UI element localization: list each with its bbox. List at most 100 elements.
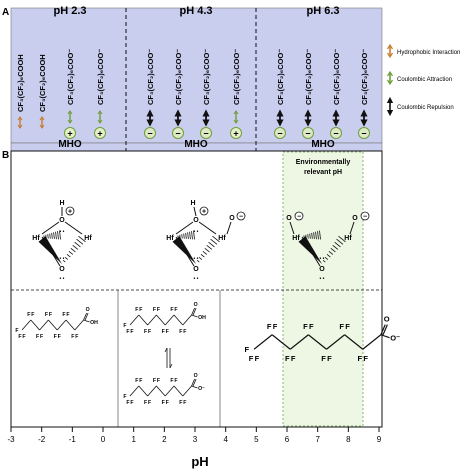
bond — [380, 324, 386, 335]
fluorine-atom: F — [123, 394, 126, 400]
fluorine-atom: F — [170, 378, 173, 384]
bond — [48, 319, 58, 331]
env-label-line-1: Environmentally — [296, 159, 351, 166]
negative-charge-icon — [172, 127, 184, 139]
acid-group: OH — [198, 315, 206, 321]
negative-charge-icon — [358, 127, 370, 139]
hf-atom: Hf — [84, 235, 92, 242]
negative-charge-icon — [274, 127, 286, 139]
panel-a-label: A — [2, 7, 9, 18]
fluorine-atom: F — [179, 329, 182, 335]
fluorine-atom: F — [273, 322, 278, 331]
bond — [129, 314, 140, 326]
x-axis-label: pH — [191, 454, 208, 469]
x-tick-label: 5 — [254, 435, 259, 444]
fluorine-atom: F — [130, 329, 133, 335]
x-tick-label: 9 — [377, 435, 382, 444]
bond — [326, 334, 345, 350]
fluorine-atom: F — [244, 345, 249, 354]
fluorine-atom: F — [162, 400, 165, 406]
positive-charge-icon — [64, 127, 76, 139]
bond — [191, 314, 198, 318]
negative-charge-icon — [360, 211, 370, 221]
bond — [173, 385, 184, 397]
surface-structures: Hf HfO• •• •OH+• •Hf HfO• •• •OH+• •O −Hf Hf… — [32, 200, 370, 282]
hf-atom: Hf — [344, 235, 352, 242]
fluorine-atom: F — [267, 322, 272, 331]
negative-charge-icon — [236, 211, 246, 221]
bond — [56, 319, 67, 331]
bond — [30, 319, 40, 331]
hydroxyl-oxygen: O — [193, 217, 199, 224]
fluorine-atom: F — [153, 307, 156, 313]
fluorine-atom: F — [303, 322, 308, 331]
acid-group: OH — [90, 320, 98, 326]
charge-symbol: + — [68, 209, 72, 216]
hf-atom: Hf — [218, 235, 226, 242]
hash-bond — [68, 250, 74, 255]
charge-symbol: − — [175, 129, 180, 139]
lone-pair: • • — [194, 229, 199, 235]
molecule-column: CF₃(CF₂)₆COO⁻ + — [64, 49, 76, 139]
hf-surface-structure: Hf HfO• •• •OH+• •O − — [166, 200, 246, 282]
arrowhead-icon — [233, 110, 239, 124]
lone-pair: • • — [60, 256, 65, 262]
fluorine-atom: F — [58, 334, 61, 340]
bond — [83, 319, 90, 323]
hash-bond — [187, 232, 189, 240]
hash-bond — [191, 231, 193, 240]
bond — [182, 314, 192, 326]
fluorine-atom: F — [15, 328, 18, 334]
hash-bond — [319, 230, 321, 240]
bond — [39, 319, 49, 331]
fluorine-atom: F — [321, 354, 326, 363]
hf-atom: Hf — [32, 235, 40, 242]
bond — [271, 334, 291, 350]
fluorine-atom: F — [18, 334, 21, 340]
positive-charge-icon — [94, 127, 106, 139]
fluorine-atom: F — [66, 312, 69, 318]
molecule-label: CF₃(CF₂)₆COO⁻ — [174, 49, 183, 105]
hydrogen-atom: H — [190, 200, 195, 207]
acid-group: O⁻ — [390, 334, 400, 343]
legend-repulsion: Coulombic Repulsion — [397, 105, 454, 111]
molecule-label: CF₃(CF₂)₆COOH — [38, 54, 47, 112]
fluorine-atom: F — [126, 329, 129, 335]
ph-header-4-3: pH 4.3 — [179, 5, 212, 17]
fluorine-atom: F — [327, 354, 332, 363]
charge-symbol: − — [147, 129, 152, 139]
negative-charge-icon — [200, 127, 212, 139]
bond — [156, 385, 166, 397]
fluorine-atom: F — [130, 400, 133, 406]
charge-symbol: − — [297, 214, 301, 221]
bridging-oxygen: O — [59, 266, 65, 273]
fluorine-atom: F — [157, 378, 160, 384]
hash-bond — [64, 257, 69, 260]
hash-bond — [317, 231, 319, 240]
molecule-label: CF₃(CF₂)₆COO⁻ — [96, 49, 105, 105]
legend-attraction: Coulombic Attraction — [397, 77, 452, 83]
bond — [147, 385, 157, 397]
charge-symbol: − — [305, 129, 310, 139]
fluorine-atom: F — [162, 329, 165, 335]
x-tick-label: 7 — [315, 435, 320, 444]
fluorine-atom: F — [148, 329, 151, 335]
bond — [226, 221, 232, 235]
molecule-column: CF₃(CF₂)₆COO⁻ − — [330, 49, 342, 139]
fluorine-atom: F — [157, 307, 160, 313]
hash-bond — [338, 235, 346, 243]
x-axis: -3 -2 -1 0 1 2 3 4 5 6 7 8 9 — [7, 426, 382, 444]
fluorine-atom: F — [148, 400, 151, 406]
ph-header-6-3: pH 6.3 — [306, 5, 339, 17]
environmental-ph-region — [282, 151, 364, 427]
fluorine-atom: F — [339, 322, 344, 331]
bridging-oxygen: O — [319, 266, 325, 273]
charge-symbol: + — [67, 129, 72, 139]
bond — [74, 319, 84, 331]
negative-charge-icon — [330, 127, 342, 139]
positive-charge-icon — [199, 206, 209, 216]
hf-atom: Hf — [166, 235, 174, 242]
lone-pair: • • — [194, 256, 199, 262]
